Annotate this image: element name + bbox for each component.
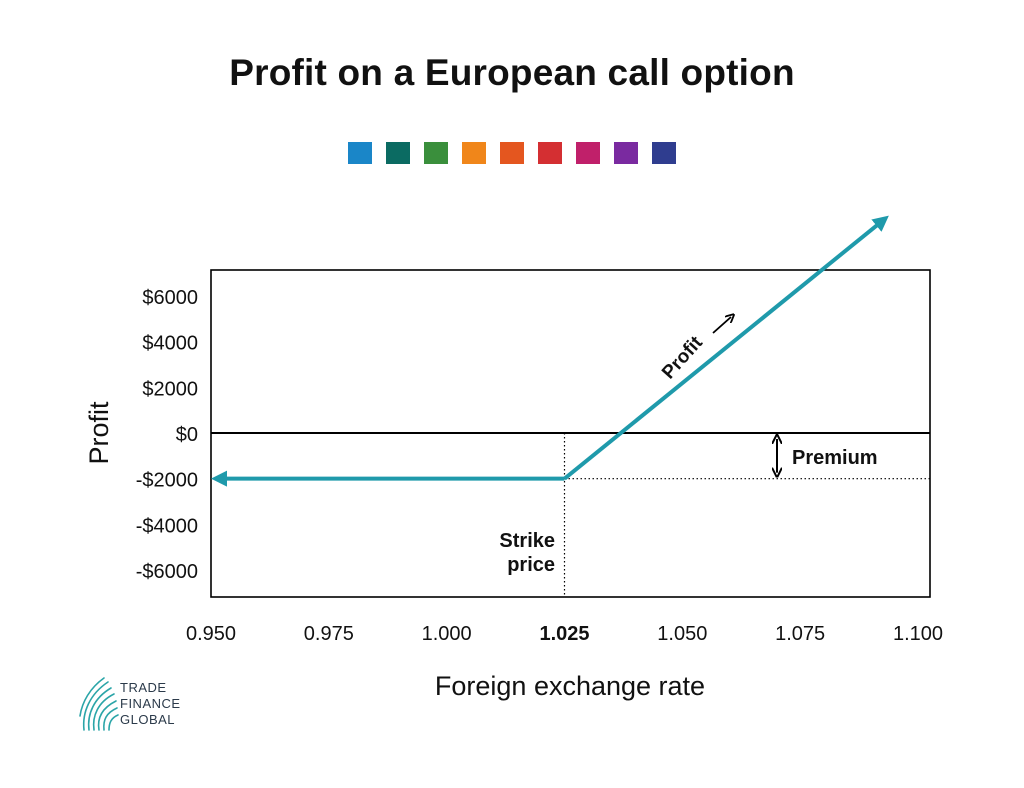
premium-label: Premium <box>792 447 878 469</box>
x-tick-label: 0.950 <box>186 623 236 645</box>
fingerprint-icon <box>79 677 119 731</box>
color-swatch <box>576 142 600 164</box>
x-tick-label: 1.000 <box>422 623 472 645</box>
x-axis-label: Foreign exchange rate <box>435 671 705 701</box>
color-swatch <box>424 142 448 164</box>
x-tick-label: 0.975 <box>304 623 354 645</box>
y-tick-label: -$6000 <box>136 561 198 583</box>
logo-text-line: GLOBAL <box>120 712 176 727</box>
y-axis-label: Profit <box>84 401 114 465</box>
color-swatch-row <box>0 142 1024 164</box>
color-swatch <box>462 142 486 164</box>
y-tick-label: -$4000 <box>136 515 198 537</box>
x-tick-label: 1.075 <box>775 623 825 645</box>
color-swatch <box>614 142 638 164</box>
color-swatch <box>500 142 524 164</box>
profit-direction-arrow <box>712 317 731 334</box>
y-tick-label: $4000 <box>142 333 198 355</box>
y-tick-label: $2000 <box>142 378 198 400</box>
strike-price-label: Strike <box>499 530 555 552</box>
logo-text-line: TRADE <box>120 680 167 695</box>
profit-label: Profit <box>658 332 707 383</box>
x-tick-label: 1.025 <box>539 623 589 645</box>
color-swatch <box>652 142 676 164</box>
color-swatch <box>348 142 372 164</box>
logo-text-line: FINANCE <box>120 696 181 711</box>
x-tick-label: 1.050 <box>657 623 707 645</box>
y-tick-label: -$2000 <box>136 470 198 492</box>
payoff-line-rising <box>563 215 889 481</box>
y-tick-label: $0 <box>176 424 198 446</box>
x-tick-label: 1.100 <box>893 623 943 645</box>
trade-finance-global-logo: TRADE FINANCE GLOBAL <box>78 672 218 734</box>
color-swatch <box>386 142 410 164</box>
y-tick-label: $6000 <box>142 287 198 309</box>
strike-price-label: price <box>507 554 555 576</box>
color-swatch <box>538 142 562 164</box>
chart-title: Profit on a European call option <box>229 52 795 93</box>
